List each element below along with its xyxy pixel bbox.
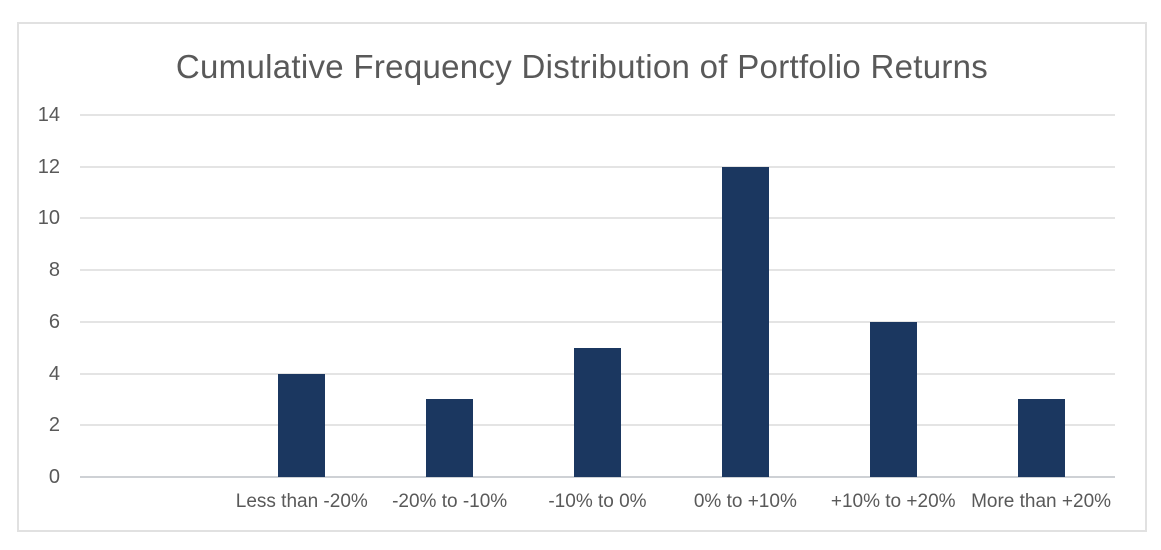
y-axis-label: 2 [48, 414, 60, 437]
gridline [80, 165, 1115, 168]
gridline [80, 217, 1115, 220]
bar [721, 166, 769, 477]
bar [278, 373, 326, 477]
x-axis-label: -20% to -10% [392, 491, 508, 512]
y-axis-label: 4 [48, 362, 60, 385]
chart-card: Cumulative Frequency Distribution of Por… [17, 22, 1147, 532]
y-axis-label: 10 [37, 207, 60, 230]
bar [426, 399, 474, 477]
x-axis-label: Less than -20% [235, 491, 368, 512]
x-axis-label: -10% to 0% [548, 491, 647, 512]
bar [574, 347, 621, 477]
chart-title: Cumulative Frequency Distribution of Por… [175, 48, 989, 85]
y-axis-label: 14 [37, 104, 60, 126]
x-axis-label: +10% to +20% [830, 491, 956, 512]
x-axis-label: More than +20% [971, 491, 1112, 512]
plot-area: Less than -20% -20% to -10% -10% to 0% 0% t… [80, 114, 1115, 512]
y-axis-label: 12 [37, 155, 60, 178]
y-axis-label: 6 [48, 310, 60, 333]
bar [1017, 399, 1065, 477]
gridline [80, 320, 1115, 323]
x-axis-label: 0% to +10% [693, 491, 797, 512]
x-axis-baseline [80, 476, 1115, 478]
y-axis-label: 0 [48, 466, 60, 488]
gridline [80, 114, 1115, 116]
gridline [80, 269, 1115, 272]
y-axis-label: 8 [48, 259, 60, 282]
bar [869, 321, 917, 477]
